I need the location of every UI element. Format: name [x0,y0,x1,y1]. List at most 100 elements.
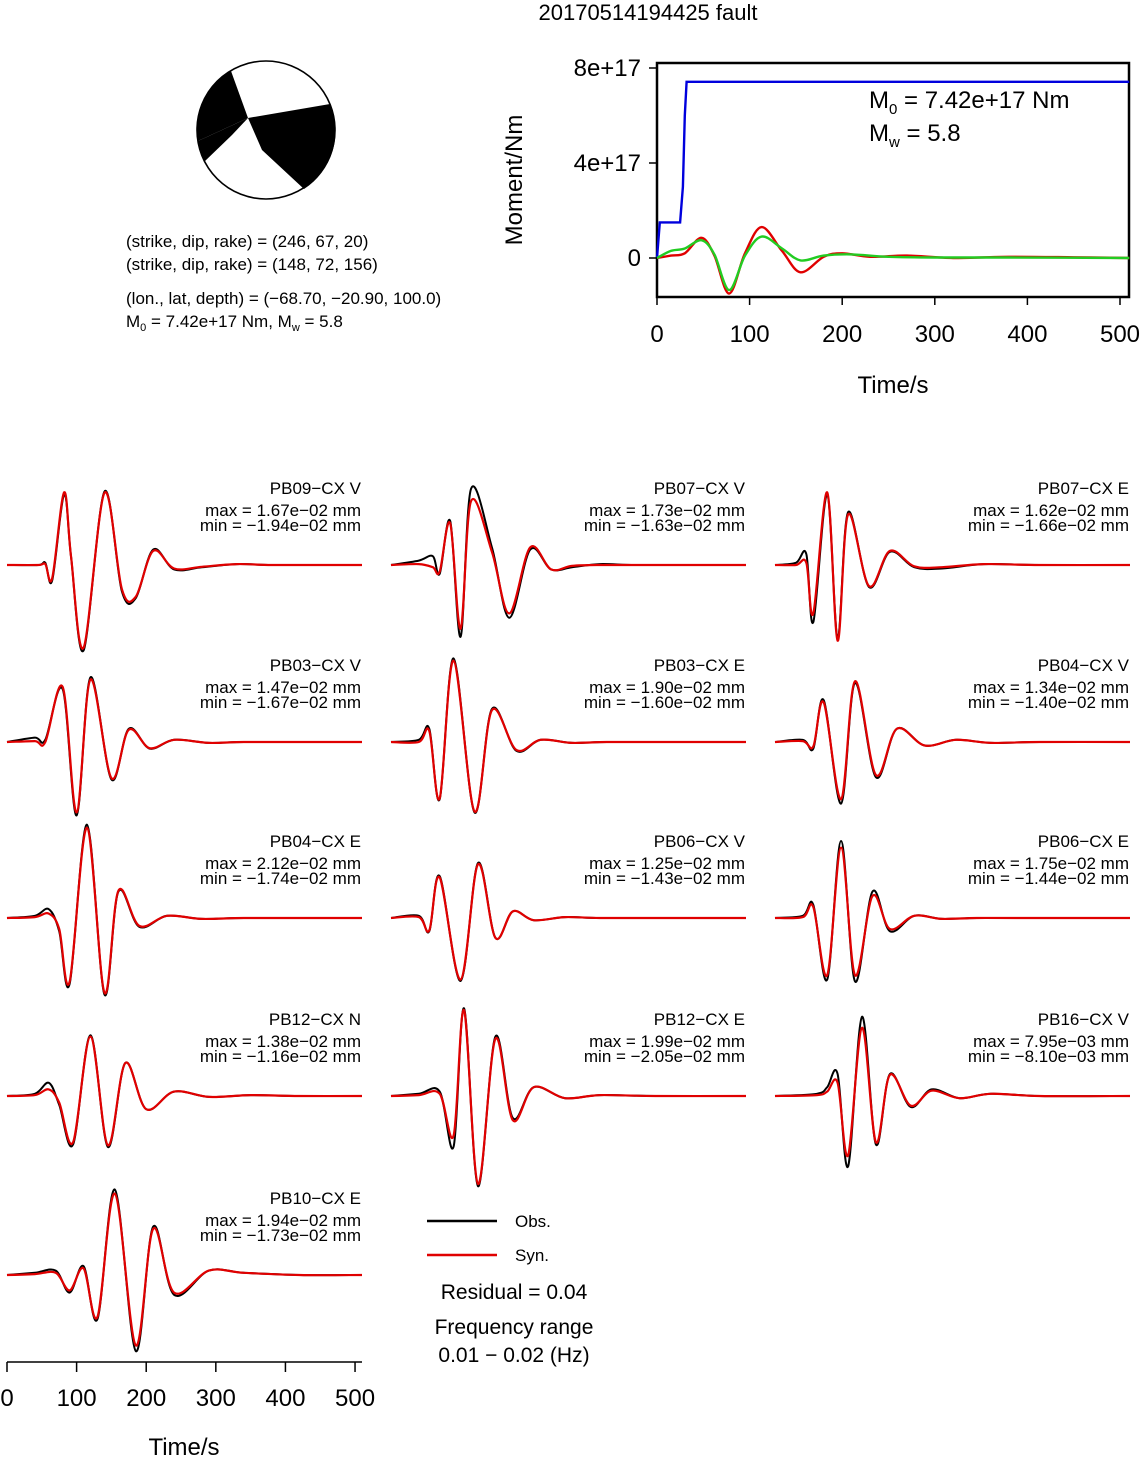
syn-trace [774,1026,1131,1157]
max-label: max = 7.95e−03 mm [973,1032,1129,1051]
syn-trace [774,491,1131,642]
frequency-value: 0.01 − 0.02 (Hz) [438,1344,589,1367]
station-label: PB06−CX E [1038,832,1129,851]
time-axis-tick-label: 200 [126,1385,166,1412]
legend-syn-label: Syn. [515,1246,549,1265]
min-label: min = −1.66e−02 mm [968,516,1129,535]
min-label: min = −1.67e−02 mm [200,693,361,712]
station-label: PB12−CX E [654,1010,745,1029]
min-label: min = −1.74e−02 mm [200,869,361,888]
min-label: min = −1.44e−02 mm [968,869,1129,888]
moment-annotation-m0: M0 = 7.42e+17 Nm [869,87,1069,118]
time-axis-tick-label: 100 [57,1385,97,1412]
waveform-time-axis: 0 100 200 300 400 500 [0,1361,375,1412]
syn-trace [6,491,362,650]
min-label: min = −1.63e−02 mm [584,516,745,535]
max-label: max = 1.47e−02 mm [205,678,361,697]
max-label: max = 2.12e−02 mm [205,854,361,873]
moment-text: M0 = 7.42e+17 Nm, Mw = 5.8 [126,312,343,334]
moment-xtick-label: 200 [822,321,862,348]
syn-trace [6,1192,363,1347]
min-label: min = −8.10e−03 mm [968,1047,1129,1066]
time-axis-tick-label: 0 [0,1385,13,1412]
station-label: PB16−CX V [1038,1010,1130,1029]
max-label: max = 1.75e−02 mm [973,854,1129,873]
min-label: min = −1.43e−02 mm [584,869,745,888]
syn-trace [390,659,746,813]
location-text: (lon., lat, depth) = (−68.70, −20.90, 10… [126,289,441,308]
station-label: PB09−CX V [270,479,362,498]
min-label: min = −2.05e−02 mm [584,1047,745,1066]
moment-series-0 [655,80,1130,259]
max-label: max = 1.67e−02 mm [205,501,361,520]
max-label: max = 1.25e−02 mm [589,854,745,873]
moment-xtick-label: 500 [1100,321,1140,348]
syn-trace [774,680,1131,801]
min-label: min = −1.94e−02 mm [200,516,361,535]
station-label: PB04−CX V [1038,656,1130,675]
min-label: min = −1.40e−02 mm [968,693,1129,712]
max-label: max = 1.34e−02 mm [973,678,1129,697]
moment-plot: 0 100 200 300 400 500 0 4e+17 8e+17 Time/s Momen… [501,55,1140,399]
max-label: max = 1.99e−02 mm [589,1032,745,1051]
syn-trace [6,826,362,995]
syn-trace [6,678,362,814]
station-label: PB10−CX E [270,1189,361,1208]
legend: Obs. Syn. Residual = 0.04 Frequency rang… [427,1212,593,1367]
station-label: PB04−CX E [270,832,361,851]
time-axis-tick-label: 300 [196,1385,236,1412]
moment-axes: 0 100 200 300 400 500 0 4e+17 8e+17 [574,55,1140,348]
min-label: min = −1.73e−02 mm [200,1226,361,1245]
max-label: max = 1.90e−02 mm [589,678,745,697]
moment-xtick-label: 400 [1007,321,1047,348]
moment-annotation-mw: Mw = 5.8 [869,120,961,151]
time-axis-tick-label: 400 [265,1385,305,1412]
station-label: PB03−CX E [654,656,745,675]
syn-trace [390,497,746,630]
moment-xlabel: Time/s [857,372,928,399]
max-label: max = 1.94e−02 mm [205,1211,361,1230]
station-label: PB12−CX N [269,1010,361,1029]
syn-trace [390,863,746,981]
moment-series-1 [656,225,1130,295]
plane2-text: (strike, dip, rake) = (148, 72, 156) [126,255,378,274]
min-label: min = −1.60e−02 mm [584,693,745,712]
max-label: max = 1.73e−02 mm [589,501,745,520]
beachball-icon [196,60,336,200]
syn-trace [6,1035,363,1147]
station-label: PB07−CX V [654,479,746,498]
syn-trace [390,1009,747,1186]
max-label: max = 1.38e−02 mm [205,1032,361,1051]
max-label: max = 1.62e−02 mm [973,501,1129,520]
station-label: PB03−CX V [270,656,362,675]
syn-trace [774,846,1130,978]
moment-ytick-label: 0 [628,245,641,272]
figure-title: 20170514194425 fault [539,0,758,25]
waveform-xlabel: Time/s [148,1434,219,1458]
moment-series-2 [656,235,1130,292]
moment-xtick-label: 100 [730,321,770,348]
min-label: min = −1.16e−02 mm [200,1047,361,1066]
moment-plot-frame [655,61,1131,299]
moment-ylabel: Moment/Nm [501,115,528,246]
station-label: PB06−CX V [654,832,746,851]
frequency-title: Frequency range [435,1316,594,1339]
station-label: PB07−CX E [1038,479,1129,498]
moment-ytick-label: 8e+17 [574,55,641,82]
residual-text: Residual = 0.04 [441,1281,588,1304]
